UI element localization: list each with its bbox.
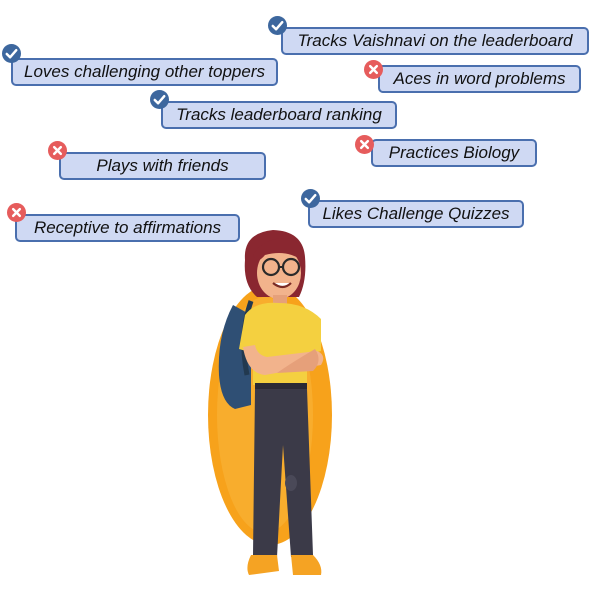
close-icon	[48, 141, 67, 160]
trait-label: Practices Biology	[388, 143, 520, 162]
trait-label: Aces in word problems	[393, 69, 566, 88]
close-icon	[364, 60, 383, 79]
trait-label: Tracks Vaishnavi on the leaderboard	[297, 31, 573, 50]
check-icon	[301, 189, 320, 208]
check-icon	[268, 16, 287, 35]
trait-tag: Likes Challenge Quizzes	[308, 200, 524, 228]
trait-tag: Receptive to affirmations	[15, 214, 240, 242]
student-illustration	[195, 225, 355, 595]
trait-label: Plays with friends	[96, 156, 229, 175]
close-icon	[355, 135, 374, 154]
trait-tag: Aces in word problems	[378, 65, 581, 93]
trait-label: Likes Challenge Quizzes	[322, 204, 510, 223]
trait-tag: Loves challenging other toppers	[11, 58, 278, 86]
pants-shape	[253, 389, 313, 557]
trait-tag: Plays with friends	[59, 152, 266, 180]
trait-tag: Tracks Vaishnavi on the leaderboard	[281, 27, 589, 55]
close-icon	[7, 203, 26, 222]
trait-label: Tracks leaderboard ranking	[176, 105, 382, 124]
trait-tag: Practices Biology	[371, 139, 537, 167]
trait-label: Receptive to affirmations	[33, 218, 222, 237]
check-icon	[2, 44, 21, 63]
check-icon	[150, 90, 169, 109]
shoe-shape	[247, 555, 279, 575]
trait-label: Loves challenging other toppers	[24, 62, 265, 81]
trait-tag: Tracks leaderboard ranking	[161, 101, 397, 129]
